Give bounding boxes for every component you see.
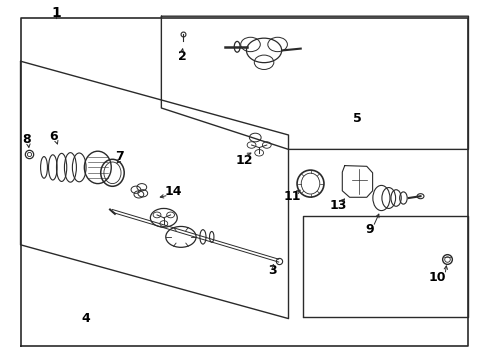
Text: 6: 6: [49, 130, 58, 143]
Text: 5: 5: [352, 112, 361, 125]
Text: 7: 7: [115, 150, 124, 163]
Text: 4: 4: [81, 312, 90, 325]
Text: 8: 8: [22, 133, 31, 146]
Text: 13: 13: [329, 199, 346, 212]
Text: 12: 12: [235, 154, 253, 167]
Polygon shape: [342, 166, 372, 197]
Text: 1: 1: [51, 6, 61, 19]
Text: 3: 3: [268, 264, 277, 277]
Text: 9: 9: [365, 223, 373, 236]
Text: 10: 10: [428, 271, 446, 284]
Text: 2: 2: [177, 50, 186, 63]
Text: 14: 14: [164, 185, 182, 198]
Text: 11: 11: [283, 190, 301, 203]
